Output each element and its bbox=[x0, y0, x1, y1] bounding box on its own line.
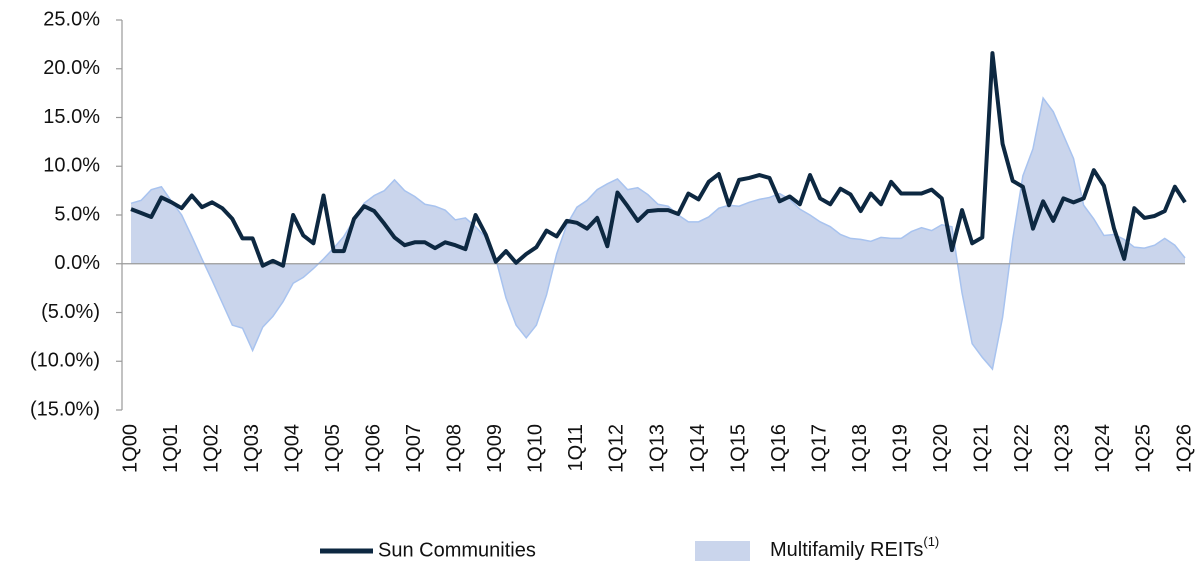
legend-label: Sun Communities bbox=[378, 539, 536, 561]
area bbox=[131, 98, 1185, 370]
x-tick-label: 1Q04 bbox=[281, 424, 303, 473]
x-tick-label: 1Q05 bbox=[322, 424, 344, 473]
x-tick-label: 1Q17 bbox=[808, 424, 830, 473]
x-tick-label: 1Q01 bbox=[160, 424, 182, 473]
x-tick-label: 1Q10 bbox=[525, 424, 547, 473]
x-tick-label: 1Q13 bbox=[646, 424, 668, 473]
x-tick-label: 1Q22 bbox=[1011, 424, 1033, 473]
x-tick-label: 1Q03 bbox=[241, 424, 263, 473]
x-tick-label: 1Q20 bbox=[930, 424, 952, 473]
legend-name: Multifamily REITs bbox=[770, 539, 923, 561]
line bbox=[130, 51, 1187, 268]
x-tick-label: 1Q08 bbox=[444, 424, 466, 473]
x-tick-label: 1Q06 bbox=[363, 424, 385, 473]
x-tick-label: 1Q23 bbox=[1052, 424, 1074, 473]
y-tick-label: (5.0%) bbox=[41, 301, 100, 323]
y-tick-label: 25.0% bbox=[43, 8, 100, 30]
x-tick-label: 1Q14 bbox=[687, 424, 709, 473]
x-tick-label: 1Q25 bbox=[1133, 424, 1155, 473]
y-tick-label: 0.0% bbox=[54, 252, 100, 274]
x-tick-label: 1Q18 bbox=[849, 424, 871, 473]
x-tick-label: 1Q00 bbox=[119, 424, 141, 473]
legend-swatch bbox=[695, 541, 750, 561]
x-tick-label: 1Q11 bbox=[565, 424, 587, 471]
legend-note: (1) bbox=[923, 534, 939, 549]
x-tick-label: 1Q26 bbox=[1173, 424, 1195, 473]
y-tick-label: (15.0%) bbox=[30, 398, 100, 420]
y-tick-label: 20.0% bbox=[43, 57, 100, 79]
y-tick-label: 15.0% bbox=[43, 106, 100, 128]
x-tick-label: 1Q19 bbox=[890, 424, 912, 473]
legend-label: Multifamily REITs(1) bbox=[770, 534, 939, 561]
x-tick-label: 1Q21 bbox=[971, 424, 993, 473]
x-tick-label: 1Q15 bbox=[727, 424, 749, 473]
x-tick-label: 1Q24 bbox=[1092, 424, 1114, 473]
x-tick-label: 1Q12 bbox=[606, 424, 628, 473]
area-edge bbox=[130, 96, 1186, 371]
y-tick-label: 5.0% bbox=[54, 203, 100, 225]
y-tick-label: (10.0%) bbox=[30, 350, 100, 372]
x-tick-label: 1Q09 bbox=[484, 424, 506, 473]
x-tick-label: 1Q16 bbox=[768, 424, 790, 473]
x-tick-label: 1Q07 bbox=[403, 424, 425, 473]
y-tick-label: 10.0% bbox=[43, 155, 100, 177]
x-tick-label: 1Q02 bbox=[200, 424, 222, 473]
